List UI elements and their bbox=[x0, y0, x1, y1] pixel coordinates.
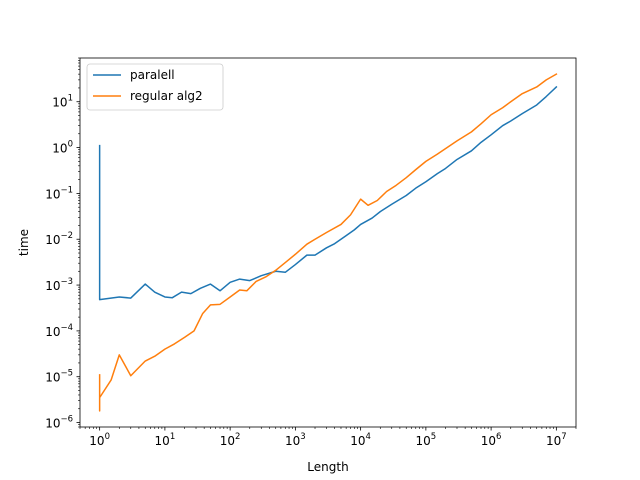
x-tick-label: 102 bbox=[220, 432, 241, 448]
y-tick-label: 10−3 bbox=[45, 277, 73, 293]
x-tick-label: 105 bbox=[416, 432, 437, 448]
series-layer bbox=[98, 73, 558, 412]
axes-frame bbox=[79, 57, 577, 428]
x-tick-label: 101 bbox=[155, 432, 176, 448]
x-axis-label: Length bbox=[307, 460, 348, 474]
y-tick-label: 10−2 bbox=[45, 231, 73, 247]
x-tick-label: 106 bbox=[481, 432, 502, 448]
x-tick-label: 107 bbox=[546, 432, 567, 448]
series-line-2 bbox=[98, 73, 558, 412]
x-tick-label: 103 bbox=[285, 432, 306, 448]
y-axis: 10−6 10−5 10−4 10−3 10−2 10−1 100 101 bbox=[45, 57, 80, 431]
legend: paralell regular alg2 bbox=[86, 63, 224, 111]
series-line-1 bbox=[98, 85, 558, 301]
legend-label: paralell bbox=[130, 68, 175, 82]
x-tick-label: 104 bbox=[350, 432, 371, 448]
y-tick-label: 100 bbox=[52, 140, 73, 156]
y-tick-label: 10−1 bbox=[45, 185, 73, 201]
y-axis-label: time bbox=[17, 229, 31, 256]
y-tick-label: 10−4 bbox=[45, 323, 73, 339]
legend-label: regular alg2 bbox=[130, 89, 203, 103]
y-tick-label: 10−6 bbox=[45, 415, 73, 431]
x-tick-label: 100 bbox=[89, 432, 110, 448]
y-tick-label: 10−5 bbox=[45, 369, 73, 385]
y-tick-label: 101 bbox=[52, 94, 73, 110]
x-axis: 100 101 102 103 104 105 106 107 bbox=[79, 427, 577, 448]
